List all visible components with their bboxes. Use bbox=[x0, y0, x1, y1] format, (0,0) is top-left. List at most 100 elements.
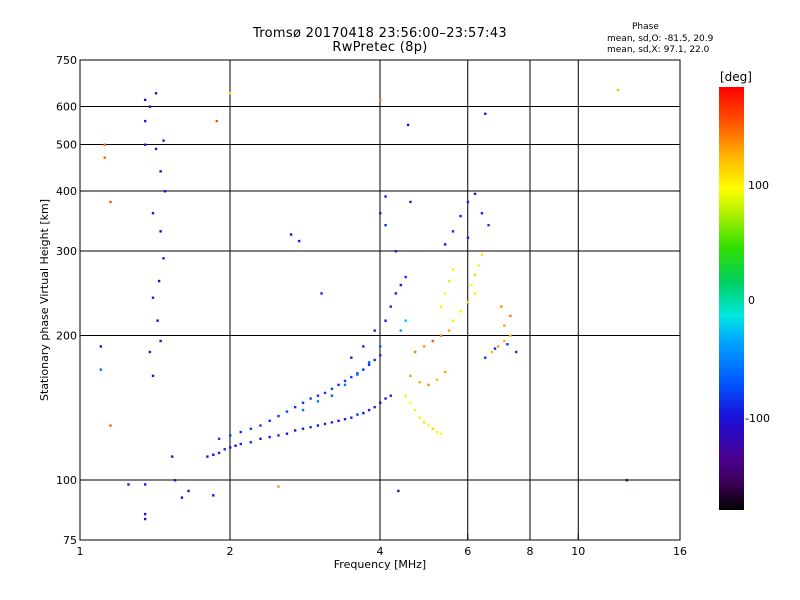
y-axis-label: Stationary phase Virtual Height [km] bbox=[38, 199, 51, 401]
scatter-point bbox=[625, 479, 628, 482]
scatter-point bbox=[459, 309, 462, 313]
scatter-point bbox=[362, 368, 365, 371]
phase-stats-o: mean, sd,O: -81.5, 20.9 bbox=[607, 34, 714, 44]
scatter-point bbox=[503, 324, 506, 327]
scatter-point bbox=[268, 435, 271, 439]
scatter-point bbox=[484, 112, 487, 115]
scatter-point bbox=[229, 92, 232, 95]
scatter-point bbox=[143, 119, 147, 123]
scatter-point bbox=[316, 394, 320, 397]
scatter-point bbox=[330, 394, 334, 397]
scatter-point bbox=[427, 424, 430, 427]
scatter-point bbox=[616, 88, 620, 92]
scatter-point bbox=[229, 434, 232, 437]
scatter-point bbox=[162, 257, 165, 260]
scatter-point bbox=[418, 381, 421, 384]
scatter-point bbox=[239, 430, 242, 434]
x-tick-label: 16 bbox=[673, 545, 687, 558]
grid-lines bbox=[80, 60, 680, 540]
y-tick-label: 75 bbox=[63, 534, 77, 547]
colorbar-unit: [deg] bbox=[720, 70, 752, 84]
scatter-point bbox=[249, 427, 253, 430]
scatter-point bbox=[217, 451, 221, 455]
scatter-point bbox=[277, 414, 280, 418]
scatter-point bbox=[470, 283, 473, 287]
scatter-point bbox=[127, 483, 130, 486]
scatter-point bbox=[409, 200, 412, 204]
scatter-point bbox=[404, 319, 407, 322]
scatter-point bbox=[367, 363, 371, 366]
scatter-point bbox=[337, 419, 340, 422]
scatter-point bbox=[109, 200, 112, 204]
x-tick-label: 1 bbox=[77, 545, 84, 558]
scatter-point bbox=[323, 391, 327, 395]
scatter-point bbox=[379, 401, 382, 404]
scatter-point bbox=[316, 400, 320, 403]
scatter-point bbox=[156, 319, 159, 322]
scatter-point bbox=[506, 343, 509, 346]
scatter-point bbox=[439, 334, 443, 337]
scatter-point bbox=[356, 372, 359, 375]
scatter-point bbox=[323, 422, 327, 426]
phase-header: Phase bbox=[632, 22, 659, 32]
scatter-point bbox=[293, 429, 297, 432]
scatter-point bbox=[480, 253, 484, 256]
scatter-point bbox=[394, 250, 398, 253]
scatter-point bbox=[151, 296, 155, 299]
scatter-point bbox=[159, 170, 162, 173]
scatter-point bbox=[404, 394, 407, 397]
scatter-point bbox=[379, 212, 382, 215]
scatter-point bbox=[277, 485, 280, 488]
axis-ticks: 1 2 4 6 8 10 16 75 100 200 300 400 500 600 750 bbox=[56, 54, 687, 558]
scatter-point bbox=[154, 147, 158, 151]
y-tick-label: 500 bbox=[56, 139, 77, 152]
scatter-point bbox=[373, 358, 376, 362]
scatter-point bbox=[367, 361, 371, 364]
scatter-point bbox=[493, 347, 497, 350]
scatter-point bbox=[297, 239, 301, 243]
scatter-point bbox=[99, 345, 103, 348]
scatter-point bbox=[431, 427, 434, 430]
scatter-point bbox=[447, 329, 451, 332]
scatter-point bbox=[268, 419, 271, 422]
scatter-point bbox=[143, 143, 147, 146]
scatter-point bbox=[515, 350, 518, 354]
y-tick-label: 100 bbox=[56, 474, 77, 487]
x-tick-label: 8 bbox=[527, 545, 534, 558]
scatter-point bbox=[301, 401, 305, 404]
scatter-point bbox=[109, 424, 112, 427]
scatter-point bbox=[487, 223, 490, 227]
scatter-point bbox=[362, 345, 365, 348]
colorbar-tick-label: 0 bbox=[748, 294, 755, 307]
scatter-point bbox=[343, 418, 347, 421]
scatter-point bbox=[362, 411, 365, 415]
scatter-point bbox=[103, 156, 106, 159]
scatter-points bbox=[99, 88, 628, 521]
scatter-point bbox=[384, 195, 387, 198]
scatter-point bbox=[212, 494, 215, 497]
scatter-point bbox=[171, 455, 174, 458]
scatter-point bbox=[234, 444, 237, 447]
scatter-point bbox=[422, 421, 426, 424]
x-tick-label: 6 bbox=[464, 545, 471, 558]
scatter-point bbox=[427, 383, 430, 387]
scatter-point bbox=[229, 446, 232, 449]
scatter-point bbox=[443, 292, 447, 295]
scatter-point bbox=[404, 275, 407, 279]
scatter-point bbox=[343, 379, 347, 383]
scatter-point bbox=[399, 283, 403, 287]
scatter-point bbox=[289, 233, 293, 236]
phase-colorbar bbox=[719, 87, 744, 510]
scatter-point bbox=[435, 430, 439, 434]
scatter-point bbox=[413, 408, 417, 412]
scatter-point bbox=[249, 441, 253, 444]
scatter-point bbox=[103, 143, 106, 146]
scatter-point bbox=[277, 434, 280, 437]
colorbar-tick-label: 100 bbox=[748, 179, 769, 192]
scatter-point bbox=[397, 489, 400, 493]
scatter-point bbox=[490, 350, 494, 354]
y-tick-label: 400 bbox=[56, 185, 77, 198]
scatter-point bbox=[500, 305, 503, 308]
scatter-point bbox=[394, 292, 398, 295]
scatter-point bbox=[379, 354, 382, 357]
